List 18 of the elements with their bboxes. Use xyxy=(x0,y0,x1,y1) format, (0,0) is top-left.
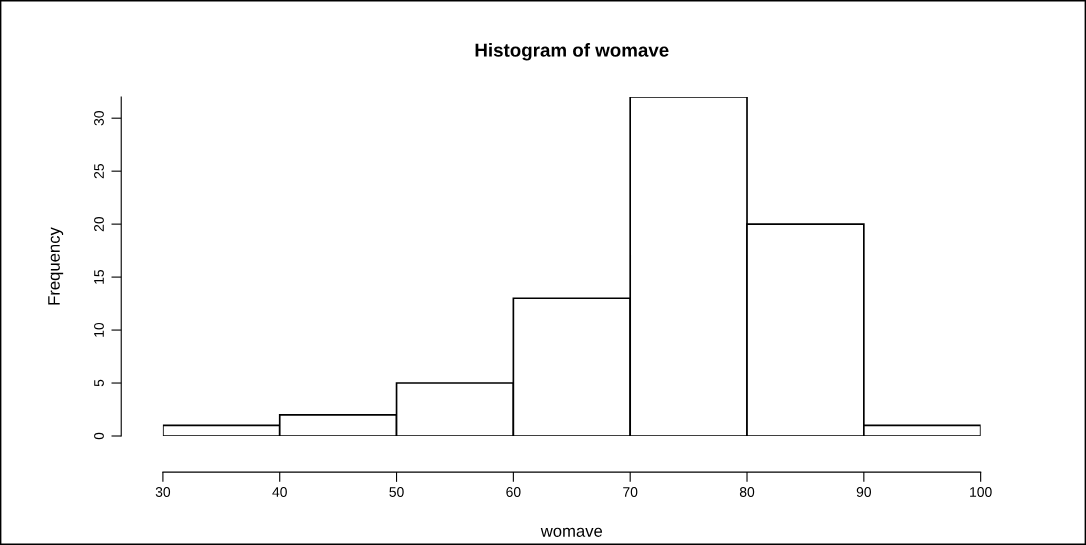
y-axis-title: Frequency xyxy=(48,227,64,305)
x-tick-label: 100 xyxy=(970,487,992,497)
x-tick-label: 80 xyxy=(739,487,755,497)
x-axis-title: womave xyxy=(540,527,603,537)
x-tick-label: 30 xyxy=(155,487,171,497)
chart-title: Histogram of womave xyxy=(475,42,669,61)
y-tick-label: 5 xyxy=(94,379,104,387)
x-tick-label: 90 xyxy=(856,487,872,497)
x-tick-label: 40 xyxy=(272,487,287,497)
y-tick-label: 20 xyxy=(94,216,104,232)
y-tick-label: 15 xyxy=(94,269,104,284)
y-tick-label: 25 xyxy=(94,164,104,179)
x-tick-label: 50 xyxy=(389,487,404,497)
x-tick-label: 60 xyxy=(506,487,521,497)
y-tick-label: 30 xyxy=(94,111,104,126)
x-tick-label: 70 xyxy=(623,487,638,497)
y-tick-label: 10 xyxy=(94,322,104,337)
y-tick-label: 0 xyxy=(94,432,104,440)
